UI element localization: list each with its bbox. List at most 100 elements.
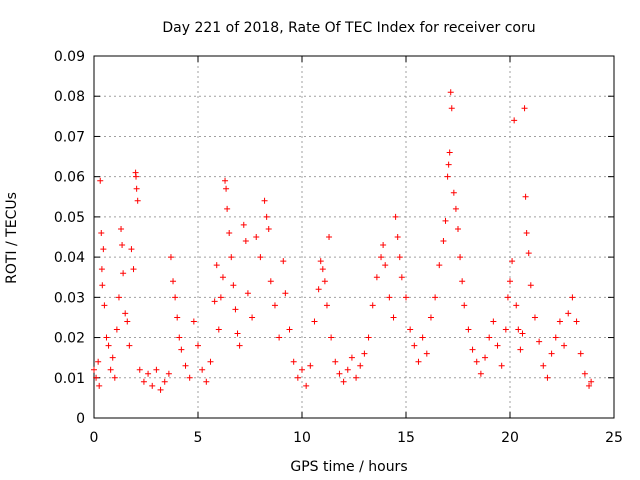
- data-point: [190, 318, 197, 325]
- data-point: [511, 117, 518, 124]
- data-point: [321, 278, 328, 285]
- data-point: [157, 386, 164, 393]
- data-point: [253, 234, 260, 240]
- data-point: [97, 177, 104, 184]
- data-point: [174, 314, 181, 321]
- y-tick-label: 0.09: [54, 49, 85, 65]
- y-tick-label: 0: [76, 411, 85, 427]
- data-point: [124, 318, 131, 325]
- data-point: [319, 266, 326, 273]
- data-point: [199, 366, 206, 373]
- data-point: [365, 334, 372, 341]
- tick-labels: 0 5 10 15 20 25 0 0.01 0.02 0.03 0.04 0.05 0.06 0.07 0…: [54, 49, 623, 446]
- data-point: [182, 362, 189, 369]
- data-point: [98, 266, 105, 273]
- data-point: [544, 374, 551, 381]
- data-point: [419, 334, 426, 341]
- data-point: [299, 366, 305, 373]
- data-point: [569, 294, 576, 301]
- data-point: [548, 350, 555, 357]
- tick-marks: [93, 55, 615, 419]
- data-point: [120, 270, 127, 277]
- data-point: [504, 294, 511, 301]
- data-point: [271, 302, 278, 309]
- data-point: [411, 342, 418, 349]
- y-tick-label: 0.01: [54, 371, 85, 387]
- data-point: [133, 185, 140, 192]
- data-point: [286, 326, 293, 333]
- data-point: [369, 302, 376, 309]
- data-point: [473, 358, 480, 365]
- data-point: [515, 326, 522, 333]
- data-point: [244, 290, 251, 297]
- data-point: [249, 314, 256, 321]
- data-point: [465, 326, 472, 333]
- data-point: [111, 374, 118, 381]
- data-point: [213, 262, 220, 269]
- data-point: [109, 354, 116, 361]
- data-point: [540, 362, 547, 369]
- data-point: [176, 334, 183, 341]
- data-point: [219, 274, 226, 281]
- data-point: [276, 334, 283, 341]
- y-tick-label: 0.07: [54, 129, 85, 145]
- data-point: [317, 258, 324, 265]
- y-axis-label: ROTI / TECUs: [4, 192, 20, 284]
- data-point: [153, 366, 160, 373]
- data-point: [134, 197, 141, 204]
- x-tick-label: 25: [605, 430, 623, 446]
- data-point: [267, 278, 274, 285]
- data-point: [486, 334, 493, 341]
- x-axis-label: GPS time / hours: [290, 459, 407, 475]
- data-point: [407, 326, 414, 333]
- data-point: [136, 366, 143, 373]
- data-point: [573, 318, 580, 325]
- data-point: [315, 286, 322, 293]
- data-point: [581, 370, 588, 377]
- data-point: [161, 378, 168, 385]
- data-point: [423, 350, 430, 357]
- data-point: [226, 229, 233, 236]
- data-point: [236, 342, 243, 349]
- data-point: [240, 221, 247, 228]
- data-point: [257, 254, 264, 261]
- data-point: [211, 298, 218, 305]
- data-point: [261, 197, 268, 204]
- data-point: [105, 342, 112, 349]
- data-point: [442, 217, 449, 224]
- data-point: [427, 314, 434, 321]
- data-point: [398, 274, 405, 281]
- data-point: [186, 374, 193, 381]
- data-point: [101, 302, 108, 309]
- data-point: [178, 346, 185, 353]
- y-tick-label: 0.03: [54, 290, 85, 306]
- data-point: [448, 105, 455, 112]
- data-point: [517, 346, 524, 353]
- data-point: [172, 294, 179, 301]
- data-point: [217, 294, 224, 301]
- data-point: [170, 278, 177, 285]
- x-tick-label: 10: [293, 430, 311, 446]
- data-point: [523, 229, 530, 236]
- data-point: [340, 378, 347, 385]
- data-point: [290, 358, 297, 365]
- data-point: [311, 318, 318, 325]
- data-point: [440, 238, 447, 245]
- data-point: [113, 326, 120, 333]
- data-point: [561, 342, 568, 349]
- data-point: [165, 370, 172, 377]
- data-point: [361, 350, 368, 357]
- y-tick-label: 0.08: [54, 89, 85, 105]
- data-point: [452, 205, 459, 212]
- data-point: [93, 374, 100, 381]
- data-point: [167, 254, 174, 261]
- data-point: [521, 105, 528, 112]
- data-point: [378, 254, 385, 261]
- data-point: [332, 358, 339, 365]
- x-tick-label: 5: [194, 430, 203, 446]
- data-point: [469, 346, 476, 353]
- data-point: [455, 225, 461, 232]
- data-point: [577, 350, 584, 357]
- data-point: [100, 246, 107, 253]
